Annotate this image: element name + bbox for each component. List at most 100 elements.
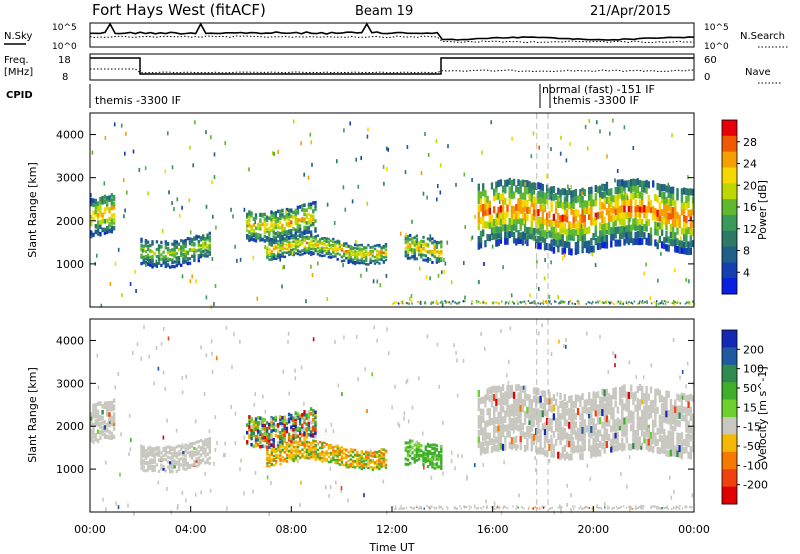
echo-cell xyxy=(422,191,425,196)
echo-cell xyxy=(186,461,189,465)
echo-cell xyxy=(268,432,271,437)
echo-cell xyxy=(406,253,410,257)
echo-cell xyxy=(270,448,273,452)
echo-cell xyxy=(184,239,187,243)
echo-cell xyxy=(691,506,693,509)
echo-cell xyxy=(316,250,320,253)
echo-cell xyxy=(630,198,633,206)
echo-cell xyxy=(199,458,203,462)
echo-cell xyxy=(528,394,531,402)
echo-cell xyxy=(550,450,553,458)
echo-cell xyxy=(433,239,436,243)
echo-cell xyxy=(482,216,485,224)
echo-cell xyxy=(581,438,584,446)
echo-cell xyxy=(539,234,542,242)
echo-cell xyxy=(250,232,253,236)
echo-cell xyxy=(504,391,507,399)
echo-cell xyxy=(254,238,258,243)
echo-cell xyxy=(197,456,200,460)
echo-cell xyxy=(208,237,211,241)
echo-cell xyxy=(351,448,355,452)
echo-cell xyxy=(144,469,148,473)
echo-cell xyxy=(482,396,485,404)
echo-cell xyxy=(296,445,300,449)
echo-cell xyxy=(417,442,421,446)
echo-cell xyxy=(400,301,402,304)
echo-cell xyxy=(497,385,500,393)
echo-cell xyxy=(691,445,695,453)
echo-cell xyxy=(519,180,522,188)
echo-cell xyxy=(554,418,558,425)
echo-cell xyxy=(506,392,509,399)
echo-cell xyxy=(307,244,311,248)
echo-cell xyxy=(129,447,132,452)
echo-cell xyxy=(484,427,487,435)
echo-cell xyxy=(532,187,536,195)
echo-cell xyxy=(332,243,335,247)
echo-cell xyxy=(670,495,673,500)
echo-cell xyxy=(305,452,309,456)
echo-cell xyxy=(204,471,206,476)
echo-cell xyxy=(294,454,298,457)
echo-cell xyxy=(592,398,595,406)
echo-cell xyxy=(565,201,569,209)
echo-cell xyxy=(432,301,434,304)
echo-cell xyxy=(239,257,242,262)
echo-cell xyxy=(550,196,553,201)
echo-cell xyxy=(204,241,207,246)
echo-cell xyxy=(184,454,187,458)
echo-cell xyxy=(535,400,538,408)
echo-cell xyxy=(605,227,609,235)
echo-cell xyxy=(369,252,372,255)
echo-cell xyxy=(552,404,556,412)
echo-cell xyxy=(200,345,202,350)
echo-cell xyxy=(336,447,339,450)
echo-cell xyxy=(318,457,322,460)
echo-cell xyxy=(504,302,507,305)
echo-cell xyxy=(676,412,679,420)
echo-cell xyxy=(329,239,333,242)
echo-cell xyxy=(436,197,438,202)
echo-cell xyxy=(501,384,505,392)
echo-cell xyxy=(378,458,381,461)
echo-cell xyxy=(305,440,309,444)
echo-cell xyxy=(290,252,293,256)
echo-cell xyxy=(482,433,485,441)
echo-cell xyxy=(303,238,306,241)
echo-cell xyxy=(281,248,284,251)
echo-cell xyxy=(279,244,282,247)
echo-cell xyxy=(250,425,253,430)
echo-cell xyxy=(627,204,631,212)
echo-cell xyxy=(186,444,189,448)
echo-cell xyxy=(418,266,421,271)
echo-cell xyxy=(140,262,143,266)
echo-cell xyxy=(214,284,217,288)
echo-cell xyxy=(252,444,255,449)
echo-cell xyxy=(250,442,253,447)
echo-cell xyxy=(430,505,432,508)
echo-cell xyxy=(638,403,642,411)
echo-cell xyxy=(186,451,189,455)
echo-cell xyxy=(650,363,653,368)
echo-cell xyxy=(532,208,536,216)
echo-cell xyxy=(329,253,333,256)
echo-cell xyxy=(685,446,688,454)
echo-cell xyxy=(101,215,104,220)
echo-cell xyxy=(645,262,647,267)
echo-cell xyxy=(90,420,93,426)
echo-cell xyxy=(208,447,211,452)
echo-cell xyxy=(658,235,662,243)
echo-cell xyxy=(114,261,117,266)
echo-cell xyxy=(106,218,109,224)
echo-cell xyxy=(501,205,505,213)
echo-cell xyxy=(281,428,284,432)
echo-cell xyxy=(307,424,311,428)
echo-cell xyxy=(591,302,593,305)
echo-cell xyxy=(422,453,425,457)
echo-cell xyxy=(382,251,385,254)
echo-cell xyxy=(614,178,616,183)
echo-cell xyxy=(415,234,419,238)
echo-cell xyxy=(171,446,174,450)
echo-cell xyxy=(658,202,662,210)
echo-cell xyxy=(292,215,295,219)
